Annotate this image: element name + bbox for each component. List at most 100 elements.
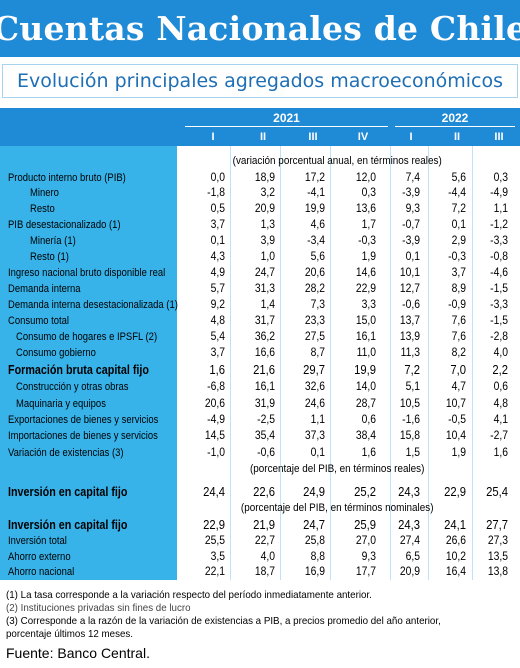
cell: 29,7 — [303, 363, 325, 377]
cell: 0,1 — [210, 235, 225, 247]
units-note-pct-real: (porcentaje del PIB, en términos reales) — [249, 463, 425, 475]
cell: 35,4 — [254, 430, 275, 442]
row-label: Variación de existencias (3) — [8, 447, 124, 459]
row-label: Demanda interna — [8, 283, 81, 295]
cell: -1,5 — [490, 315, 508, 327]
cell: 31,9 — [254, 398, 275, 410]
cell: 10,5 — [399, 398, 420, 410]
cell: 13,7 — [399, 315, 420, 327]
cell: 10,7 — [445, 398, 466, 410]
cell: 18,7 — [254, 566, 275, 578]
cell: 15,8 — [399, 430, 420, 442]
table-row: Producto interno bruto (PIB) 0,0 18,9 17… — [0, 171, 520, 186]
cell: -0,6 — [402, 299, 420, 311]
cell: 1,4 — [260, 299, 275, 311]
cell: 1,0 — [260, 251, 275, 263]
quarter-2021-1: I — [211, 131, 215, 143]
cell: 24,3 — [398, 485, 420, 499]
cell: 0,3 — [361, 187, 376, 199]
cell: 0,5 — [210, 203, 225, 215]
cell: 3,7 — [210, 219, 225, 231]
cell: 24,4 — [203, 485, 225, 499]
cell: -0,3 — [358, 235, 376, 247]
cell: 27,4 — [399, 535, 420, 547]
cell: 1,1 — [493, 203, 508, 215]
table-row: Consumo gobierno 3,7 16,6 8,7 11,0 11,3 … — [0, 346, 520, 361]
table-row: Inversión en capital fijo 24,4 22,6 24,9… — [0, 485, 520, 500]
row-label: Inversión en capital fijo — [8, 518, 128, 532]
cell: 12,7 — [399, 283, 420, 295]
cell: 4,7 — [451, 381, 466, 393]
table-row: Inversión en capital fijo 22,9 21,9 24,7… — [0, 518, 520, 533]
cell: 8,9 — [451, 283, 466, 295]
cell: 24,6 — [304, 398, 325, 410]
row-label: Formación bruta capital fijo — [8, 363, 149, 377]
footnote-1: (1) La tasa corresponde a la variación r… — [6, 589, 372, 601]
cell: -3,9 — [402, 235, 420, 247]
table-row: Demanda interna desestacionalizada (1) 9… — [0, 298, 520, 313]
cell: -3,4 — [307, 235, 325, 247]
cell: 4,6 — [310, 219, 325, 231]
cell: 9,3 — [405, 203, 420, 215]
row-label: Consumo total — [8, 315, 70, 327]
cell: 22,6 — [253, 485, 275, 499]
cell: 22,1 — [204, 566, 225, 578]
quarter-2021-2: II — [259, 131, 267, 143]
quarter-2022-1: I — [409, 131, 413, 143]
table-row: Importaciones de bienes y servicios 14,5… — [0, 429, 520, 444]
cell: 1,1 — [310, 414, 325, 426]
cell: 11,3 — [400, 347, 420, 359]
cell: 9,3 — [361, 551, 376, 563]
page-title: Cuentas Nacionales de Chile — [0, 9, 520, 48]
cell: 12,0 — [355, 172, 376, 184]
cell: 25,2 — [354, 485, 376, 499]
cell: -4,6 — [490, 267, 508, 279]
table-header: 2021 2022 I II III IV I II III — [0, 108, 520, 146]
cell: -2,7 — [490, 430, 508, 442]
cell: 14,6 — [355, 267, 376, 279]
cell: -1,2 — [490, 219, 508, 231]
cell: 24,9 — [303, 485, 325, 499]
row-label: Resto — [30, 203, 55, 215]
column-separator — [428, 146, 429, 580]
cell: 25,4 — [486, 485, 508, 499]
cell: 3,9 — [260, 235, 275, 247]
cell: 2,9 — [451, 235, 466, 247]
table-row: Exportaciones de bienes y servicios -4,9… — [0, 413, 520, 428]
cell: 10,4 — [445, 430, 466, 442]
cell: 7,2 — [451, 203, 466, 215]
cell: 28,7 — [355, 398, 376, 410]
cell: 7,3 — [310, 299, 325, 311]
cell: 4,0 — [493, 347, 508, 359]
cell: 24,3 — [398, 518, 420, 532]
cell: -3,9 — [402, 187, 420, 199]
row-label: Inversión total — [8, 535, 67, 547]
cell: 7,2 — [404, 363, 420, 377]
cell: 3,5 — [210, 551, 225, 563]
cell: 0,6 — [493, 381, 508, 393]
cell: 5,4 — [210, 331, 225, 343]
cell: 1,7 — [361, 219, 376, 231]
footnote-3-continued: porcentaje últimos 12 meses. — [6, 628, 134, 640]
cell: 26,6 — [445, 535, 466, 547]
cell: 36,2 — [254, 331, 275, 343]
cell: 17,2 — [304, 172, 325, 184]
cell: 20,9 — [399, 566, 420, 578]
cell: 8,2 — [451, 347, 466, 359]
cell: 19,9 — [304, 203, 325, 215]
cell: -3,3 — [490, 235, 508, 247]
cell: 16,9 — [304, 566, 325, 578]
cell: 27,0 — [355, 535, 376, 547]
row-label: Inversión en capital fijo — [8, 485, 128, 499]
cell: 7,6 — [451, 331, 466, 343]
cell: 10,1 — [399, 267, 420, 279]
cell: 5,6 — [310, 251, 325, 263]
year-2021: 2021 — [273, 111, 300, 125]
cell: 22,9 — [444, 485, 466, 499]
cell: 3,3 — [361, 299, 376, 311]
page-subtitle: Evolución principales agregados macroeco… — [16, 70, 504, 92]
cell: 1,9 — [361, 251, 376, 263]
cell: 1,6 — [361, 447, 376, 459]
cell: 24,7 — [254, 267, 275, 279]
cell: 5,1 — [405, 381, 420, 393]
